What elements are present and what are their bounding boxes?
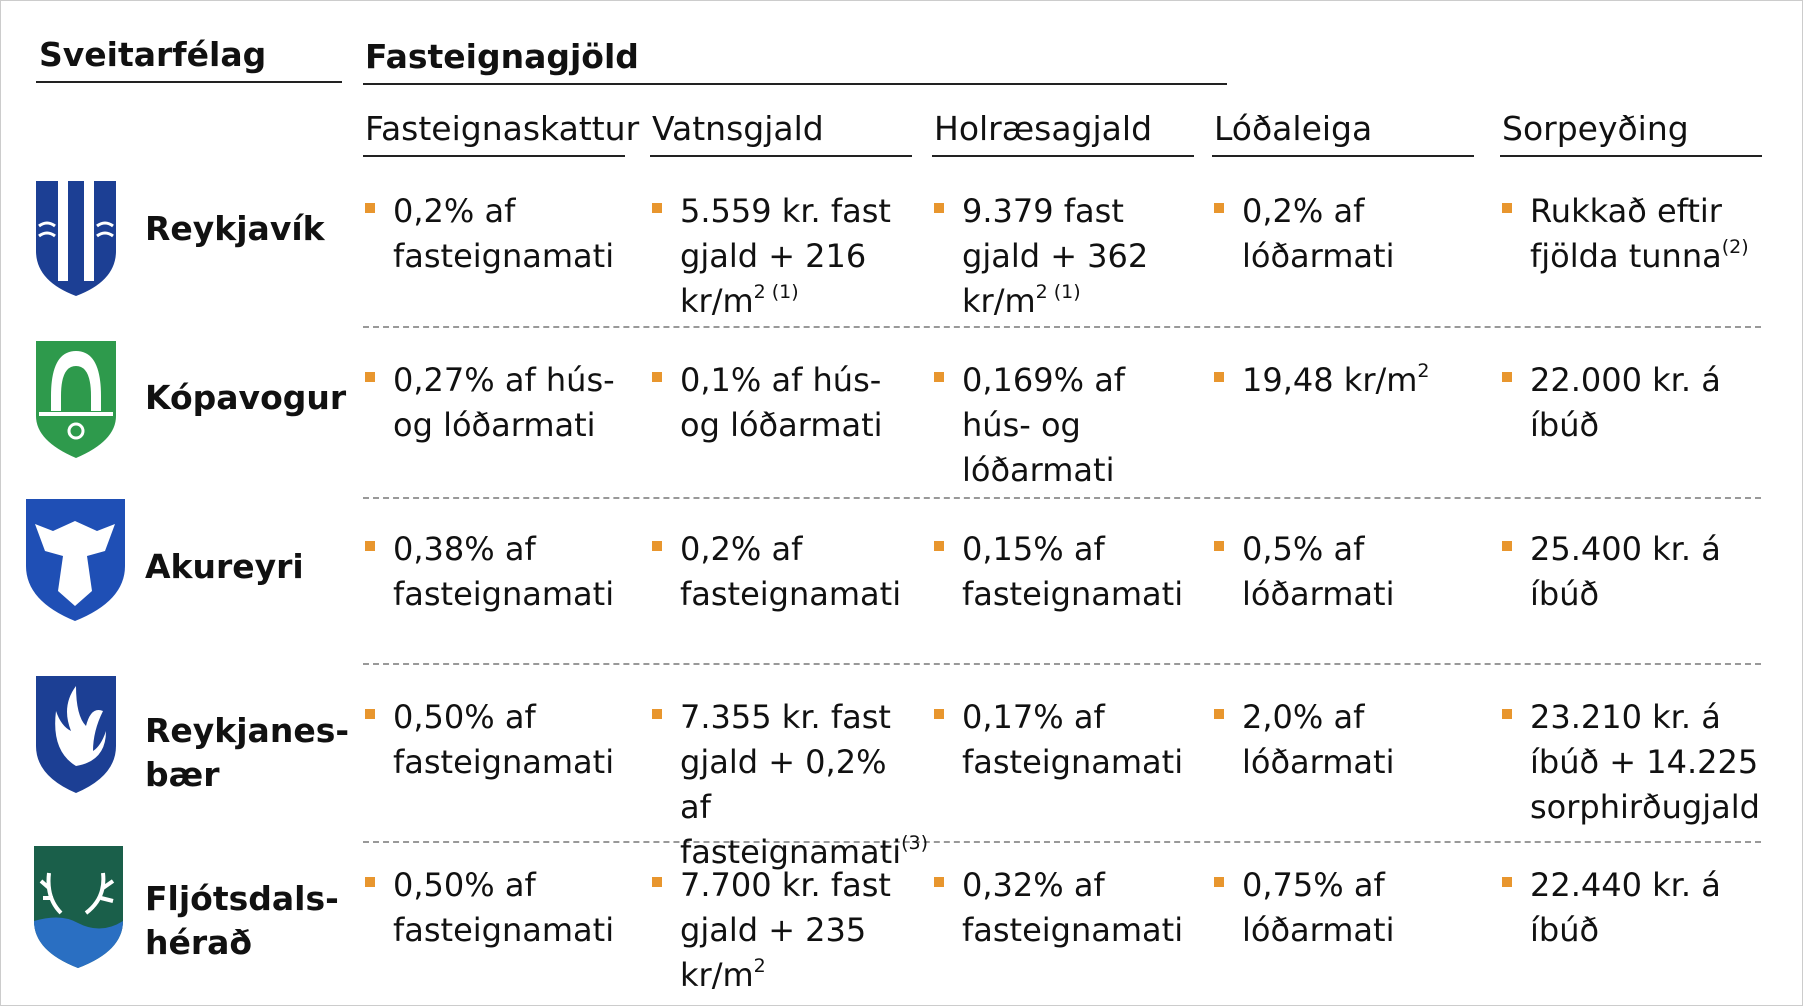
rule xyxy=(650,155,912,157)
row-divider xyxy=(363,841,1761,843)
cell-text: 7.700 kr. fast gjald + 235 kr/m xyxy=(680,866,891,994)
cell-text: 0,17% af fasteignamati xyxy=(962,698,1184,781)
cell-text: 0,1% af hús- og lóðarmati xyxy=(680,361,883,444)
cell: 0,27% af hús- og lóðarmati xyxy=(363,358,625,448)
name-line: Fljótsdals- xyxy=(145,879,339,918)
cell-text: 0,2% af fasteignamati xyxy=(393,192,615,275)
cell-text: 22.440 kr. á íbúð xyxy=(1530,866,1721,949)
column-header: Fasteignaskattur xyxy=(365,109,640,148)
cell-text: 22.000 kr. á íbúð xyxy=(1530,361,1721,444)
cell: 22.000 kr. á íbúð xyxy=(1500,358,1762,448)
name-line: Akureyri xyxy=(145,547,304,586)
cell-text: 5.559 kr. fast gjald + 216 kr/m xyxy=(680,192,891,320)
name-line: hérað xyxy=(145,923,253,962)
cell: 5.559 kr. fast gjald + 216 kr/m2 (1) xyxy=(650,189,912,324)
footnote: (3) xyxy=(901,832,929,854)
cell: 0,2% af fasteignamati xyxy=(363,189,625,279)
cell: 0,15% af fasteignamati xyxy=(932,527,1194,617)
header-left: Sveitarfélag xyxy=(39,35,267,74)
row-divider xyxy=(363,497,1761,499)
footnote: 2 xyxy=(753,955,766,977)
municipality-name: Fljótsdals-hérað xyxy=(145,877,339,965)
cell-text: 23.210 kr. á íbúð + 14.225 sorphirðugjal… xyxy=(1530,698,1760,826)
rule xyxy=(363,83,1227,85)
cell-text: 9.379 fast gjald + 362 kr/m xyxy=(962,192,1149,320)
name-line: bær xyxy=(145,755,220,794)
cell: 0,32% af fasteignamati xyxy=(932,863,1194,953)
cell: Rukkað eftir fjölda tunna(2) xyxy=(1500,189,1762,279)
cell: 7.700 kr. fast gjald + 235 kr/m2 xyxy=(650,863,912,998)
column-header: Holræsagjald xyxy=(934,109,1153,148)
cell-text: 0,2% af fasteignamati xyxy=(680,530,902,613)
column-header: Lóðaleiga xyxy=(1214,109,1373,148)
rule xyxy=(36,81,342,83)
logo xyxy=(36,341,116,458)
name-line: Reykjavík xyxy=(145,209,325,248)
name-line: Reykjanes- xyxy=(145,711,350,750)
cell: 19,48 kr/m2 xyxy=(1212,358,1474,403)
column-header: Vatnsgjald xyxy=(652,109,824,148)
cell: 23.210 kr. á íbúð + 14.225 sorphirðugjal… xyxy=(1500,695,1762,830)
cell-text: 0,2% af lóðarmati xyxy=(1242,192,1395,275)
cell-text: 0,5% af lóðarmati xyxy=(1242,530,1395,613)
cell: 0,75% af lóðarmati xyxy=(1212,863,1474,953)
row-divider xyxy=(363,663,1761,665)
cell-text: 0,27% af hús- og lóðarmati xyxy=(393,361,615,444)
header-group: Fasteignagjöld xyxy=(365,37,639,76)
municipality-name: Reykjavík xyxy=(145,207,325,251)
cell: 22.440 kr. á íbúð xyxy=(1500,863,1762,953)
cell: 9.379 fast gjald + 362 kr/m2 (1) xyxy=(932,189,1194,324)
cell-text: 2,0% af lóðarmati xyxy=(1242,698,1395,781)
rule xyxy=(1500,155,1762,157)
municipality-name: Akureyri xyxy=(145,545,304,589)
cell: 25.400 kr. á íbúð xyxy=(1500,527,1762,617)
logo xyxy=(36,181,116,296)
cell: 0,50% af fasteignamati xyxy=(363,695,625,785)
logo xyxy=(36,676,116,793)
footnote: 2 (1) xyxy=(753,281,799,303)
cell-text: 7.355 kr. fast gjald + 0,2% af fasteigna… xyxy=(680,698,902,871)
cell-text: 0,169% af hús- og lóðarmati xyxy=(962,361,1126,489)
logo xyxy=(34,846,123,968)
row-divider xyxy=(363,326,1761,328)
cell: 0,38% af fasteignamati xyxy=(363,527,625,617)
cell-text: 0,50% af fasteignamati xyxy=(393,698,615,781)
municipality-name: Reykjanes-bær xyxy=(145,709,349,797)
cell: 0,169% af hús- og lóðarmati xyxy=(932,358,1194,493)
cell: 0,1% af hús- og lóðarmati xyxy=(650,358,912,448)
rule xyxy=(932,155,1194,157)
logo xyxy=(26,499,125,621)
cell-text: Rukkað eftir fjölda tunna xyxy=(1530,192,1722,275)
cell: 0,5% af lóðarmati xyxy=(1212,527,1474,617)
municipality-name: Kópavogur xyxy=(145,376,346,420)
cell-text: 0,15% af fasteignamati xyxy=(962,530,1184,613)
cell-text: 19,48 kr/m xyxy=(1242,361,1418,399)
footnote: 2 (1) xyxy=(1035,281,1081,303)
column-header: Sorpeyðing xyxy=(1502,109,1689,148)
cell: 7.355 kr. fast gjald + 0,2% af fasteigna… xyxy=(650,695,928,875)
cell-text: 0,50% af fasteignamati xyxy=(393,866,615,949)
name-line: Kópavogur xyxy=(145,378,347,417)
cell: 0,2% af fasteignamati xyxy=(650,527,912,617)
cell: 0,17% af fasteignamati xyxy=(932,695,1194,785)
cell: 2,0% af lóðarmati xyxy=(1212,695,1474,785)
rule xyxy=(363,155,625,157)
rule xyxy=(1212,155,1474,157)
cell-text: 0,75% af lóðarmati xyxy=(1242,866,1395,949)
cell-text: 25.400 kr. á íbúð xyxy=(1530,530,1721,613)
footnote: 2 xyxy=(1417,360,1430,382)
cell-text: 0,38% af fasteignamati xyxy=(393,530,615,613)
cell: 0,50% af fasteignamati xyxy=(363,863,625,953)
cell-text: 0,32% af fasteignamati xyxy=(962,866,1184,949)
cell: 0,2% af lóðarmati xyxy=(1212,189,1474,279)
footnote: (2) xyxy=(1721,236,1749,258)
